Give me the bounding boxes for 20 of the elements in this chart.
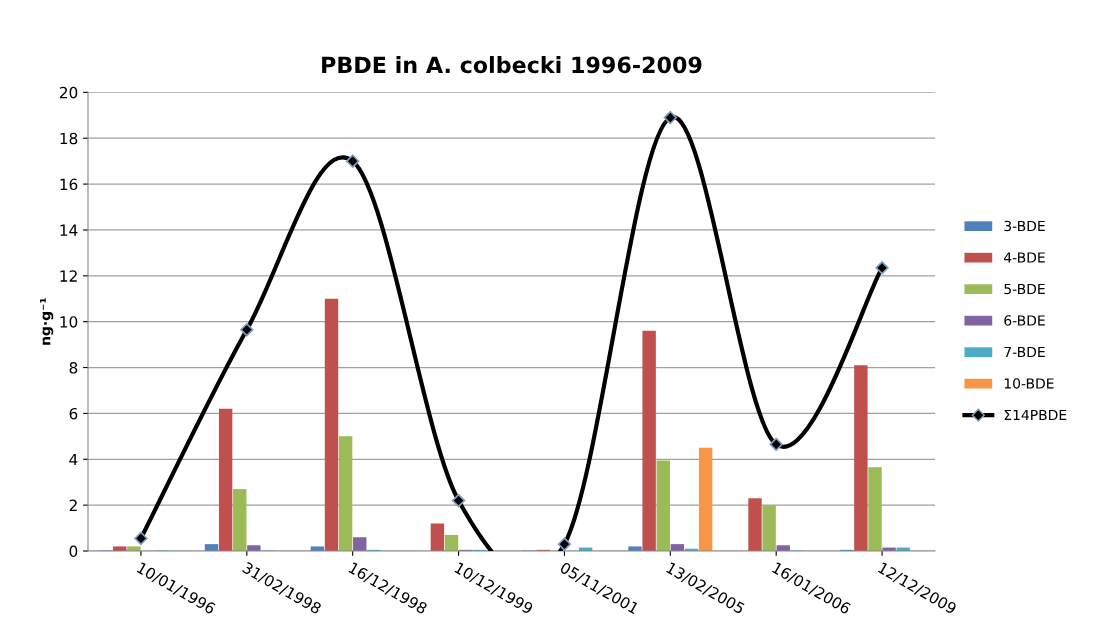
y-tick-label: 12 [60, 270, 77, 282]
legend-label: 10-BDE [1004, 378, 1054, 389]
legend-label: 3-BDE [1004, 220, 1045, 232]
legend-label: 7-BDE [1004, 346, 1045, 358]
y-tick-label: 20 [59, 86, 78, 99]
y-tick-label: 18 [60, 132, 78, 145]
y-tick-label: 6 [69, 407, 78, 420]
y-tick-label: 4 [69, 453, 78, 466]
y-tick-label: 0 [69, 545, 78, 558]
y-tick-label: 2 [69, 499, 77, 511]
legend-label: 4-BDE [1004, 252, 1045, 263]
legend-label: 5-BDE [1004, 283, 1045, 295]
y-tick-label: 14 [60, 224, 78, 236]
y-tick-label: 8 [69, 362, 78, 374]
y-tick-label: 10 [60, 316, 78, 328]
legend-label: 6-BDE [1004, 315, 1045, 326]
legend-label: Σ14PBDE [1004, 409, 1067, 421]
y-tick-label: 16 [60, 178, 78, 191]
chart-title: PBDE in A. colbecki 1996-2009 [322, 56, 702, 74]
y-axis-title: ng·g⁻¹ [40, 298, 54, 345]
